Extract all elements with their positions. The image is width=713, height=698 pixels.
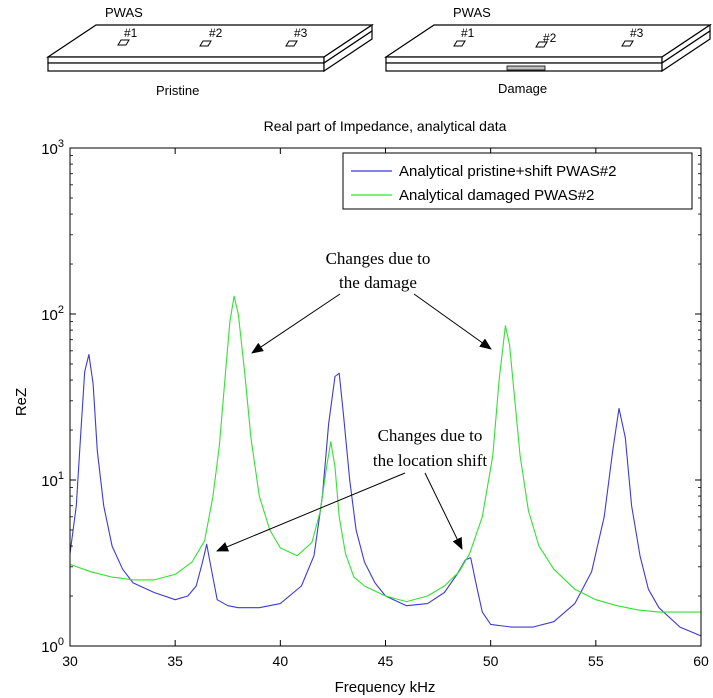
x-tick-label: 45: [378, 653, 394, 669]
legend: Analytical pristine+shift PWAS#2 Analyti…: [342, 152, 693, 210]
pristine-sensor-3-label: #3: [294, 26, 308, 40]
x-tick-label: 50: [483, 653, 499, 669]
annotation-shift-line-2: the location shift: [373, 451, 488, 470]
x-tick-label: 55: [588, 653, 604, 669]
arrow-damage-right: [413, 293, 492, 350]
y-tick-label: 101: [41, 470, 64, 490]
damage-sensor-1-label: #1: [461, 26, 475, 40]
y-axis-label: ReZ: [13, 388, 30, 416]
arrow-damage-left: [251, 293, 341, 354]
x-tick-label: 30: [62, 653, 78, 669]
annotation-damage-line-1: Changes due to: [326, 249, 431, 268]
arrow-shift-right: [424, 472, 463, 550]
annotation-shift: Changes due to the location shift: [216, 426, 488, 552]
pristine-plate-diagram: PWAS #1 #2 #3 Pristine: [46, 5, 374, 98]
y-tick-label: 100: [41, 636, 64, 656]
x-axis-label: Frequency kHz: [335, 679, 436, 696]
x-tick-label: 35: [167, 653, 183, 669]
annotation-damage: Changes due to the damage: [251, 249, 492, 354]
legend-label-pristine: Analytical pristine+shift PWAS#2: [399, 163, 616, 180]
chart-title: Real part of Impedance, analytical data: [264, 118, 507, 134]
damage-sensor-3-label: #3: [630, 26, 644, 40]
damage-caption: Damage: [498, 81, 547, 96]
x-tick-label: 60: [693, 653, 709, 669]
damage-pwas-label: PWAS: [453, 5, 491, 20]
pristine-pwas-label: PWAS: [105, 5, 143, 20]
y-tick-label: 103: [41, 138, 64, 158]
damage-region: [506, 65, 546, 71]
pristine-sensor-1-label: #1: [124, 26, 138, 40]
ticks-layer: 30 35 40 45 50 55 60 100 101 102 103: [41, 138, 709, 669]
arrow-shift-left: [216, 472, 406, 552]
series-line-1: [69, 295, 701, 613]
legend-label-damaged: Analytical damaged PWAS#2: [399, 187, 594, 204]
x-tick-label: 40: [273, 653, 289, 669]
annotation-shift-line-1: Changes due to: [378, 426, 483, 445]
damage-plate-diagram: PWAS #1 #2 #3 Damage: [384, 5, 712, 96]
damage-sensor-2-label: #2: [543, 31, 557, 45]
series-layer: [69, 295, 702, 637]
plot-frame: [69, 147, 702, 647]
pristine-sensor-2-label: #2: [209, 26, 223, 40]
pristine-caption: Pristine: [156, 83, 199, 98]
y-tick-label: 102: [41, 304, 64, 324]
legend-box: [342, 152, 693, 210]
series-line-0: [69, 353, 702, 637]
annotation-damage-line-2: the damage: [339, 273, 417, 292]
